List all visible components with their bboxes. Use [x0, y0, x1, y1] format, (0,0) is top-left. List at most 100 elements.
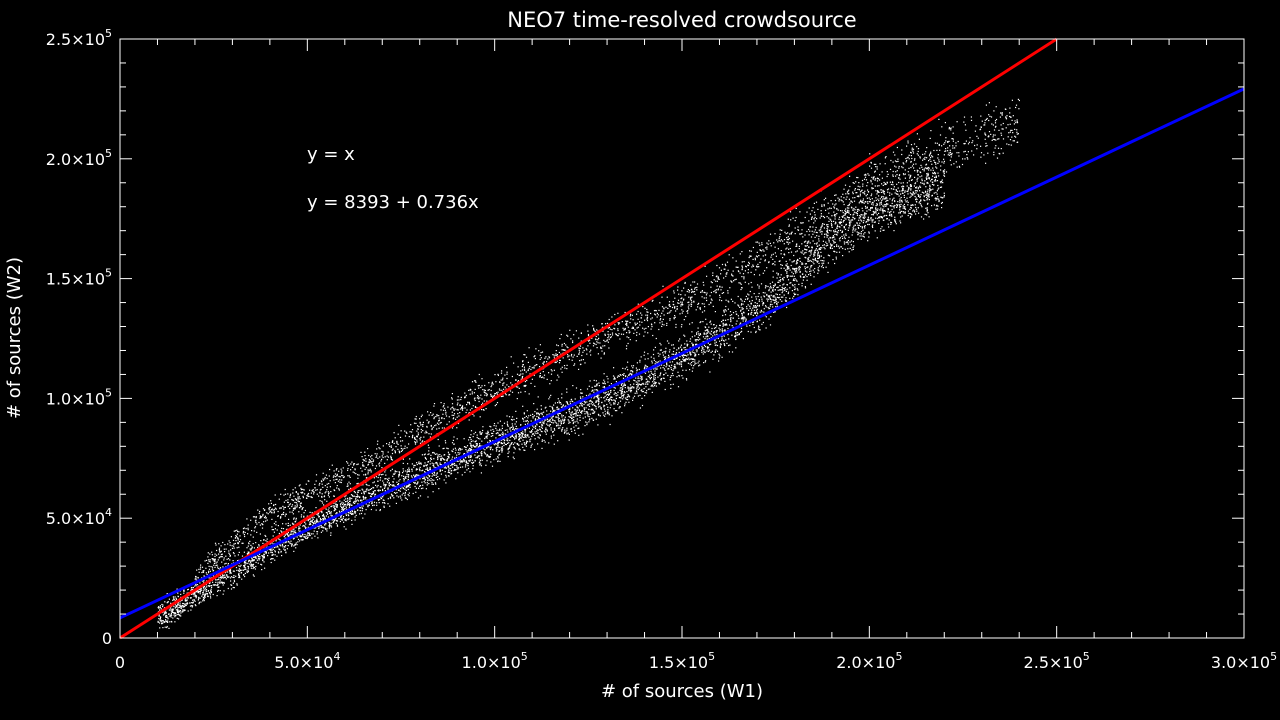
data-point: [809, 230, 811, 232]
data-point: [404, 491, 406, 494]
data-point: [698, 365, 700, 367]
data-point: [708, 349, 710, 351]
data-point: [841, 215, 843, 218]
data-point: [507, 425, 509, 427]
data-point: [266, 538, 268, 540]
data-point: [241, 555, 244, 557]
data-point: [210, 589, 212, 592]
data-point: [457, 460, 459, 462]
data-point: [817, 257, 819, 259]
data-point: [841, 230, 844, 232]
data-point: [689, 369, 691, 371]
data-point: [849, 223, 851, 225]
data-point: [419, 470, 421, 472]
data-point: [886, 204, 888, 206]
data-point: [705, 318, 707, 320]
data-point: [723, 309, 725, 311]
data-point: [467, 463, 469, 465]
data-point: [489, 425, 491, 427]
data-point: [244, 568, 246, 570]
data-point: [886, 181, 888, 183]
data-point: [388, 485, 391, 487]
data-point: [780, 296, 782, 298]
data-point: [610, 389, 612, 392]
data-point: [826, 225, 828, 228]
data-point: [822, 244, 824, 247]
data-point: [935, 199, 937, 201]
data-point: [470, 455, 472, 457]
data-point: [595, 385, 597, 387]
data-point: [930, 180, 932, 182]
data-point: [420, 462, 422, 464]
data-point: [180, 615, 182, 617]
data-point: [210, 588, 212, 590]
data-point: [583, 408, 586, 410]
data-point: [793, 275, 795, 277]
data-point: [746, 306, 748, 308]
data-point: [932, 175, 934, 177]
data-point: [908, 212, 910, 214]
data-point: [274, 554, 276, 556]
data-point: [562, 405, 564, 407]
data-point: [501, 443, 503, 445]
data-point: [506, 421, 508, 423]
data-point: [926, 178, 928, 180]
data-point: [175, 597, 177, 599]
data-point: [268, 552, 270, 554]
data-point: [400, 488, 402, 490]
data-point: [835, 221, 837, 223]
data-point: [577, 407, 579, 409]
data-point: [781, 300, 783, 302]
data-point: [447, 455, 449, 458]
data-point: [445, 476, 447, 478]
data-point: [868, 236, 870, 238]
data-point: [330, 506, 332, 508]
data-point: [539, 422, 541, 424]
data-point: [497, 441, 499, 443]
data-point: [754, 302, 756, 304]
data-point: [857, 232, 859, 234]
data-point: [923, 170, 925, 172]
data-point: [871, 214, 873, 216]
data-point: [557, 440, 559, 442]
data-point: [361, 501, 363, 503]
data-point: [262, 555, 264, 557]
data-point: [291, 543, 293, 545]
data-point: [195, 591, 197, 593]
data-point: [853, 228, 855, 230]
data-point: [820, 229, 822, 231]
data-point: [818, 270, 820, 272]
data-point: [193, 595, 195, 597]
data-point: [338, 518, 340, 520]
data-point: [927, 194, 929, 196]
data-point: [889, 213, 891, 215]
data-point: [684, 354, 686, 356]
data-point: [219, 568, 221, 570]
data-point: [822, 240, 824, 242]
data-point: [314, 535, 316, 537]
data-point: [552, 410, 554, 412]
data-point: [509, 428, 511, 430]
data-point: [275, 540, 277, 542]
data-point: [727, 319, 729, 321]
data-point: [271, 558, 273, 560]
data-point: [725, 310, 727, 312]
data-point: [495, 447, 497, 449]
data-point: [872, 224, 874, 226]
data-point: [681, 349, 683, 351]
data-point: [662, 367, 664, 369]
data-point: [444, 466, 447, 468]
data-point: [597, 404, 599, 406]
data-point: [302, 533, 304, 535]
data-point: [777, 273, 779, 275]
data-point: [736, 334, 738, 336]
data-point: [557, 408, 559, 410]
data-point: [936, 193, 938, 195]
data-point: [801, 282, 803, 284]
data-point: [203, 586, 205, 588]
data-point: [557, 423, 559, 425]
data-point: [879, 209, 881, 211]
data-point: [346, 508, 348, 510]
data-point: [836, 251, 838, 253]
data-point: [908, 188, 910, 190]
